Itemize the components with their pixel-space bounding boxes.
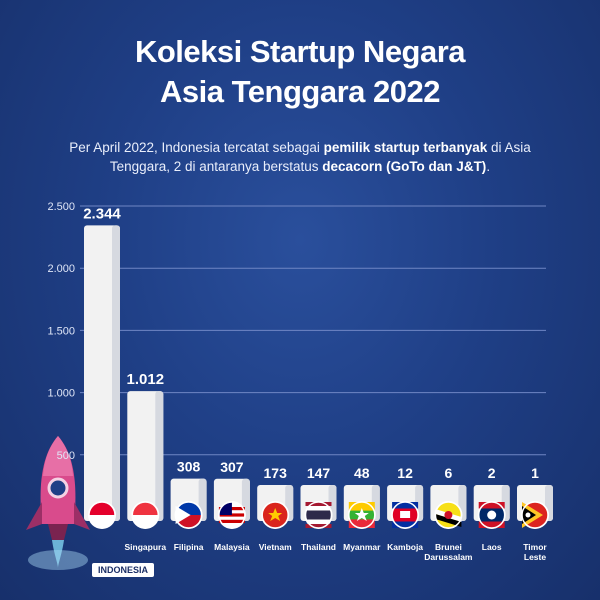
data-label: 12	[397, 465, 413, 481]
thailand-flag	[305, 524, 332, 528]
thailand-flag	[305, 502, 332, 506]
chart-title: Koleksi Startup Negara Asia Tenggara 202…	[0, 32, 600, 112]
category-label: Brunei	[435, 542, 462, 552]
thailand-flag	[305, 510, 332, 520]
data-label: 1	[531, 465, 539, 481]
data-label: 2	[488, 465, 496, 481]
philippines-flag-ring	[174, 501, 203, 529]
brunei-flag	[435, 514, 462, 527]
subtitle-bold-2: decacorn (GoTo dan J&T)	[322, 159, 487, 174]
laos-flag-ring	[477, 501, 506, 529]
myanmar-flag-ring	[348, 501, 376, 529]
myanmar-flag	[354, 508, 369, 521]
bar-shade	[112, 225, 120, 521]
title-line-2: Asia Tenggara 2022	[160, 74, 440, 109]
malaysia-flag	[218, 519, 245, 523]
vietnam-flag-ring	[261, 501, 289, 529]
chart-subtitle: Per April 2022, Indonesia tercatat sebag…	[40, 138, 560, 176]
data-label: 308	[177, 459, 201, 475]
bar	[127, 391, 164, 521]
data-label: 1.012	[127, 371, 165, 388]
singapore-flag-ring	[131, 501, 160, 529]
laos-flag	[478, 521, 505, 528]
category-label: Laos	[482, 542, 502, 552]
brunei-flag-ring	[434, 501, 463, 529]
y-tick-label: 1.500	[47, 325, 75, 337]
timor-leste-flag-ring	[521, 501, 549, 529]
timor-leste-flag	[525, 512, 531, 518]
cambodia-flag	[392, 502, 419, 509]
subtitle-text-2: di Asia Tenggara, 2 di antaranya berstat…	[109, 140, 531, 174]
cambodia-flag	[392, 521, 419, 528]
myanmar-flag	[348, 502, 375, 511]
bar-shade	[155, 391, 164, 521]
data-label: 48	[354, 465, 370, 481]
laos-flag	[478, 502, 505, 509]
category-label: Myanmar	[343, 542, 381, 552]
singapore-flag	[132, 502, 159, 515]
malaysia-flag	[218, 502, 232, 515]
brunei-flag	[444, 511, 453, 519]
y-tick-label: 2.000	[47, 263, 75, 275]
indonesia-flag	[89, 502, 115, 515]
title-line-1: Koleksi Startup Negara	[134, 34, 466, 69]
category-label: Kamboja	[387, 542, 423, 552]
vietnam-flag	[268, 508, 283, 521]
cambodia-flag-ring	[391, 501, 419, 529]
y-tick-label: 1.000	[47, 388, 75, 400]
indonesia-flag-ring	[88, 501, 116, 529]
data-label: 6	[445, 465, 453, 481]
data-label: 2.344	[83, 205, 121, 222]
category-label: Vietnam	[259, 542, 292, 552]
laos-flag	[487, 510, 497, 520]
category-label: Singapura	[125, 542, 167, 552]
category-label: Thailand	[301, 542, 336, 552]
thailand-flag-ring	[304, 501, 333, 529]
bar	[84, 225, 120, 521]
category-label: Darussalam	[424, 552, 473, 562]
subtitle-text-1: Per April 2022, Indonesia tercatat sebag…	[69, 140, 324, 155]
y-tick-label: 2.500	[47, 201, 75, 213]
data-label: 147	[307, 465, 331, 481]
malaysia-flag-ring	[218, 501, 246, 529]
category-label: Malaysia	[214, 542, 250, 552]
category-label: Leste	[524, 552, 546, 562]
rocket-illustration	[26, 436, 90, 570]
subtitle-text-3: .	[486, 159, 491, 174]
category-label: Timor	[523, 542, 547, 552]
cambodia-flag	[400, 511, 411, 518]
category-label: Filipina	[174, 542, 204, 552]
indonesia-badge: INDONESIA	[92, 563, 155, 577]
data-label: 307	[220, 459, 244, 475]
y-tick-label: 500	[57, 450, 75, 462]
data-label: 173	[264, 465, 288, 481]
myanmar-flag	[348, 519, 375, 528]
subtitle-bold-1: pemilik startup terbanyak	[323, 140, 488, 155]
philippines-flag	[175, 506, 191, 524]
